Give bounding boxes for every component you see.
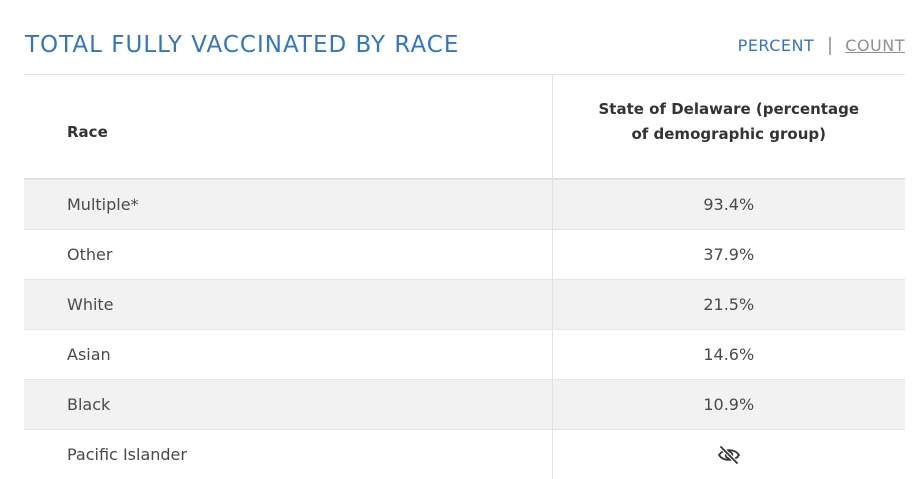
value-cell: 14.6% bbox=[552, 330, 905, 380]
table-row: Multiple* 93.4% bbox=[24, 179, 905, 230]
panel-header: TOTAL FULLY VACCINATED BY RACE PERCENT C… bbox=[24, 0, 905, 75]
table-header-row: Race State of Delaware (percentage of de… bbox=[24, 74, 905, 179]
race-cell: Asian bbox=[24, 330, 552, 380]
race-cell: Multiple* bbox=[24, 179, 552, 230]
column-header-race: Race bbox=[24, 74, 552, 179]
toggle-separator bbox=[829, 37, 831, 55]
panel-title: TOTAL FULLY VACCINATED BY RACE bbox=[25, 32, 459, 58]
table-row: White 21.5% bbox=[24, 280, 905, 330]
table-row: Asian 14.6% bbox=[24, 330, 905, 380]
table-row: Pacific Islander bbox=[24, 430, 905, 479]
vaccination-by-race-table: Race State of Delaware (percentage of de… bbox=[24, 74, 905, 479]
column-header-state-percentage: State of Delaware (percentage of demogra… bbox=[552, 74, 905, 179]
value-cell: 10.9% bbox=[552, 380, 905, 430]
race-cell: Pacific Islander bbox=[24, 430, 552, 479]
table-row: Black 10.9% bbox=[24, 380, 905, 430]
value-cell: 37.9% bbox=[552, 230, 905, 280]
value-cell: 93.4% bbox=[552, 179, 905, 230]
value-cell: 21.5% bbox=[552, 280, 905, 330]
count-toggle-link[interactable]: COUNT bbox=[845, 36, 905, 55]
race-cell: White bbox=[24, 280, 552, 330]
race-cell: Other bbox=[24, 230, 552, 280]
eye-slash-icon bbox=[717, 445, 741, 465]
race-cell: Black bbox=[24, 380, 552, 430]
display-mode-toggle: PERCENT COUNT bbox=[738, 36, 905, 55]
value-cell-suppressed bbox=[552, 430, 905, 479]
table-row: Other 37.9% bbox=[24, 230, 905, 280]
percent-toggle-button[interactable]: PERCENT bbox=[738, 36, 815, 55]
